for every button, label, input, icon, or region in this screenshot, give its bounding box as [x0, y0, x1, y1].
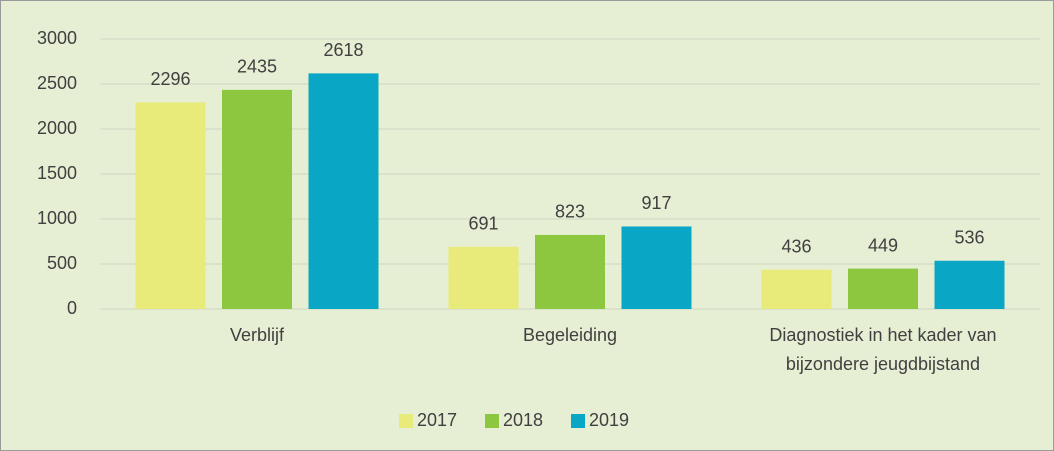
y-tick-label: 1500	[37, 163, 77, 183]
bar	[135, 102, 206, 309]
value-label: 691	[468, 214, 498, 234]
value-label: 436	[781, 237, 811, 257]
y-tick-label: 2500	[37, 73, 77, 93]
y-tick-label: 2000	[37, 118, 77, 138]
x-tick-label: Verblijf	[229, 325, 285, 345]
y-tick-label: 3000	[37, 28, 77, 48]
legend-swatch	[485, 414, 499, 428]
x-tick-label: Begeleiding	[522, 325, 618, 345]
y-tick-label: 500	[47, 253, 77, 273]
y-tick-label: 0	[67, 298, 77, 318]
y-tick-label: 1000	[37, 208, 77, 228]
value-label: 2296	[150, 69, 190, 89]
bar	[535, 234, 605, 309]
bar	[934, 260, 1005, 309]
bar	[621, 226, 692, 309]
legend-label: 2018	[503, 410, 543, 430]
legend-label: 2017	[417, 410, 457, 430]
legend-swatch	[399, 414, 413, 428]
x-tick-label: Diagnostiek in het kader van bijzondere …	[769, 325, 997, 374]
bar	[848, 268, 918, 309]
bar	[761, 269, 832, 309]
value-label: 2435	[237, 57, 277, 77]
bar	[222, 89, 292, 309]
bar	[448, 246, 519, 309]
legend-swatch	[571, 414, 585, 428]
legend-label: 2019	[589, 410, 629, 430]
bar	[308, 73, 379, 309]
value-label: 449	[868, 235, 898, 255]
value-label: 823	[555, 202, 585, 222]
value-label: 536	[954, 228, 984, 248]
value-label: 2618	[323, 40, 363, 60]
value-label: 917	[641, 193, 671, 213]
